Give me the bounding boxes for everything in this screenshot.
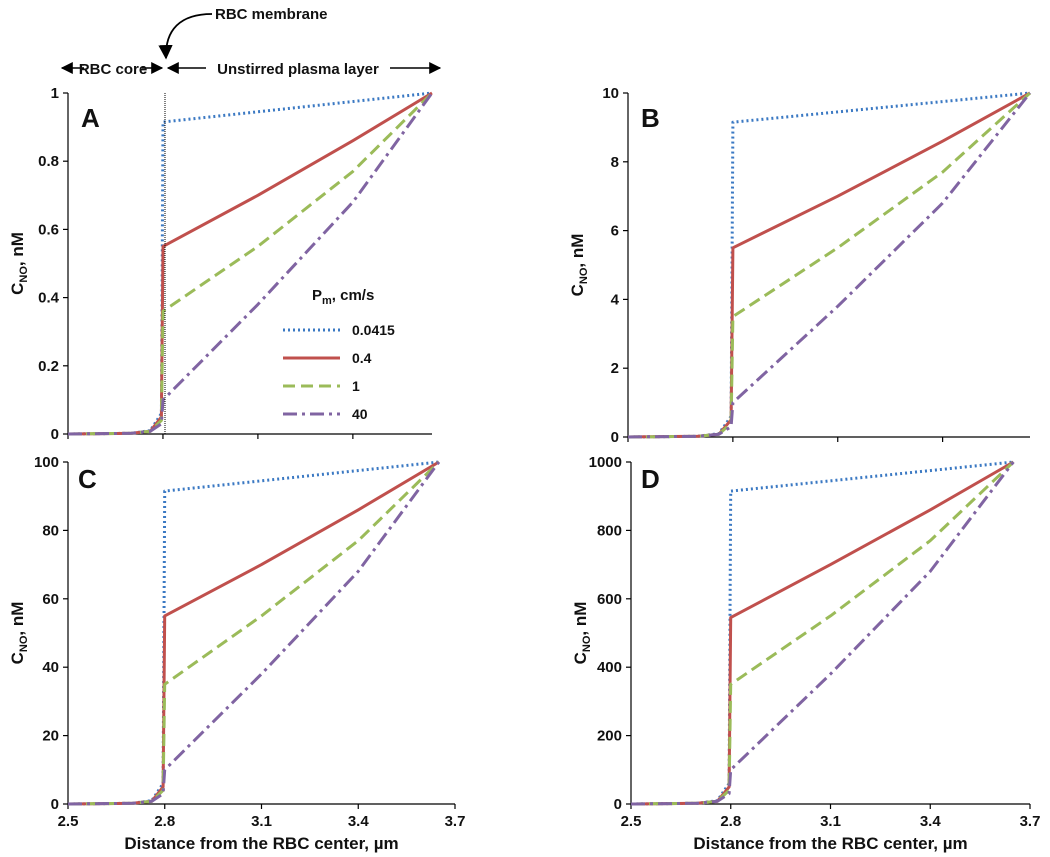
y-tick-label: 80 [42,522,59,539]
x-tick-label: 3.7 [1020,813,1041,830]
y-tick-label: 100 [34,454,59,471]
y-tick-label: 0 [51,796,59,813]
x-tick-label: 3.7 [445,813,466,830]
x-tick-label: 2.5 [621,813,642,830]
y-tick-label: 0.4 [38,290,60,307]
rbc-core-label-front: RBC core [79,61,147,78]
x-tick-label: 3.1 [820,813,841,830]
series-line-1 [67,91,434,436]
y-tick-label: 60 [42,591,59,608]
series-line-1 [630,460,1015,806]
y-axis-label: CNO, nM [568,234,590,297]
y-label-main: C [8,652,27,664]
panel-letter: C [78,464,97,494]
series-line-0_0415 [67,460,440,806]
series-line-1 [627,91,1032,439]
panel-letter: B [641,103,660,133]
y-tick-label: 8 [611,154,619,171]
rbc-core-label-bg [84,60,142,77]
x-axis-label: Distance from the RBC center, µm [693,834,967,853]
membrane-arrow [158,13,213,60]
y-tick-label: 1 [51,85,59,102]
y-tick-label: 200 [597,728,622,745]
legend-label: 0.0415 [352,322,395,338]
y-label-sub: NO [581,635,593,652]
y-label-rest: , nM [8,232,27,266]
y-tick-label: 0.8 [38,153,59,170]
y-tick-label: 2 [611,360,619,377]
y-label-sub: NO [578,267,590,284]
legend-label: 0.4 [352,350,372,366]
panel-D: 0 200 400 600 800 1000 2.5 2.8 3.1 3.4 3.7 D CNO, nM… [571,454,1040,853]
y-label-main: C [568,284,587,296]
y-tick-label: 400 [597,659,622,676]
y-tick-label: 0.6 [38,221,59,238]
y-tick-label: 600 [597,591,622,608]
legend-title-sub: m [322,295,332,307]
x-tick-label: 3.4 [920,813,942,830]
series-line-40 [67,92,434,436]
x-tick-label: 3.4 [348,813,370,830]
series-line-0_0415 [630,460,1014,806]
series-line-40 [67,461,441,806]
panel-B: 0 2 4 6 8 10 B CNO, nM [568,85,1032,446]
y-label-sub: NO [18,635,30,652]
y-tick-label: 6 [611,223,619,240]
y-label-main: C [571,652,590,664]
y-label-rest: , nM [568,234,587,268]
x-tick-label: 2.8 [154,813,175,830]
panel-letter: A [81,103,100,133]
y-tick-label: 10 [602,85,619,102]
series-line-40 [627,92,1032,439]
panel-letter: D [641,464,660,494]
y-label-sub: NO [18,266,30,283]
y-tick-label: 0.2 [38,358,59,375]
y-axis-label: CNO, nM [571,602,593,665]
y-tick-label: 800 [597,522,622,539]
legend-label: 1 [352,378,360,394]
y-tick-label: 0 [611,429,619,446]
series-line-0_4 [630,460,1015,806]
legend: Pm, cm/s 0.0415 0.4 1 40 [283,287,395,422]
y-tick-label: 0 [51,426,59,443]
series-line-0_0415 [627,91,1031,439]
plasma-label-bg [206,60,390,77]
y-label-rest: , nM [571,602,590,636]
y-label-rest: , nM [8,602,27,636]
y-label-main: C [8,283,27,295]
x-axis-label: Distance from the RBC center, µm [124,834,398,853]
series-line-0_4 [67,91,433,436]
x-tick-label: 2.5 [58,813,79,830]
y-axis-label: CNO, nM [8,602,30,665]
series-line-0_4 [627,91,1031,439]
panel-A: 0 0.2 0.4 0.6 0.8 1 A CNO, nM [8,85,434,443]
series-line-40 [630,461,1015,806]
y-axis-label: CNO, nM [8,232,30,295]
y-tick-label: 20 [42,728,59,745]
legend-title-rest: , cm/s [332,287,375,304]
series-line-0_0415 [67,91,433,436]
y-tick-label: 1000 [589,454,622,471]
y-tick-label: 0 [614,796,622,813]
series-line-0_4 [67,460,440,806]
plasma-layer-label: Unstirred plasma layer [217,61,379,78]
legend-label: 40 [352,406,368,422]
y-tick-label: 40 [42,659,59,676]
x-tick-label: 3.1 [251,813,272,830]
y-tick-label: 4 [611,291,620,308]
legend-title: Pm, cm/s [312,287,374,307]
legend-title-main: P [312,287,322,304]
series-line-1 [67,460,440,806]
x-tick-label: 2.8 [720,813,741,830]
membrane-label: RBC membrane [215,6,328,23]
